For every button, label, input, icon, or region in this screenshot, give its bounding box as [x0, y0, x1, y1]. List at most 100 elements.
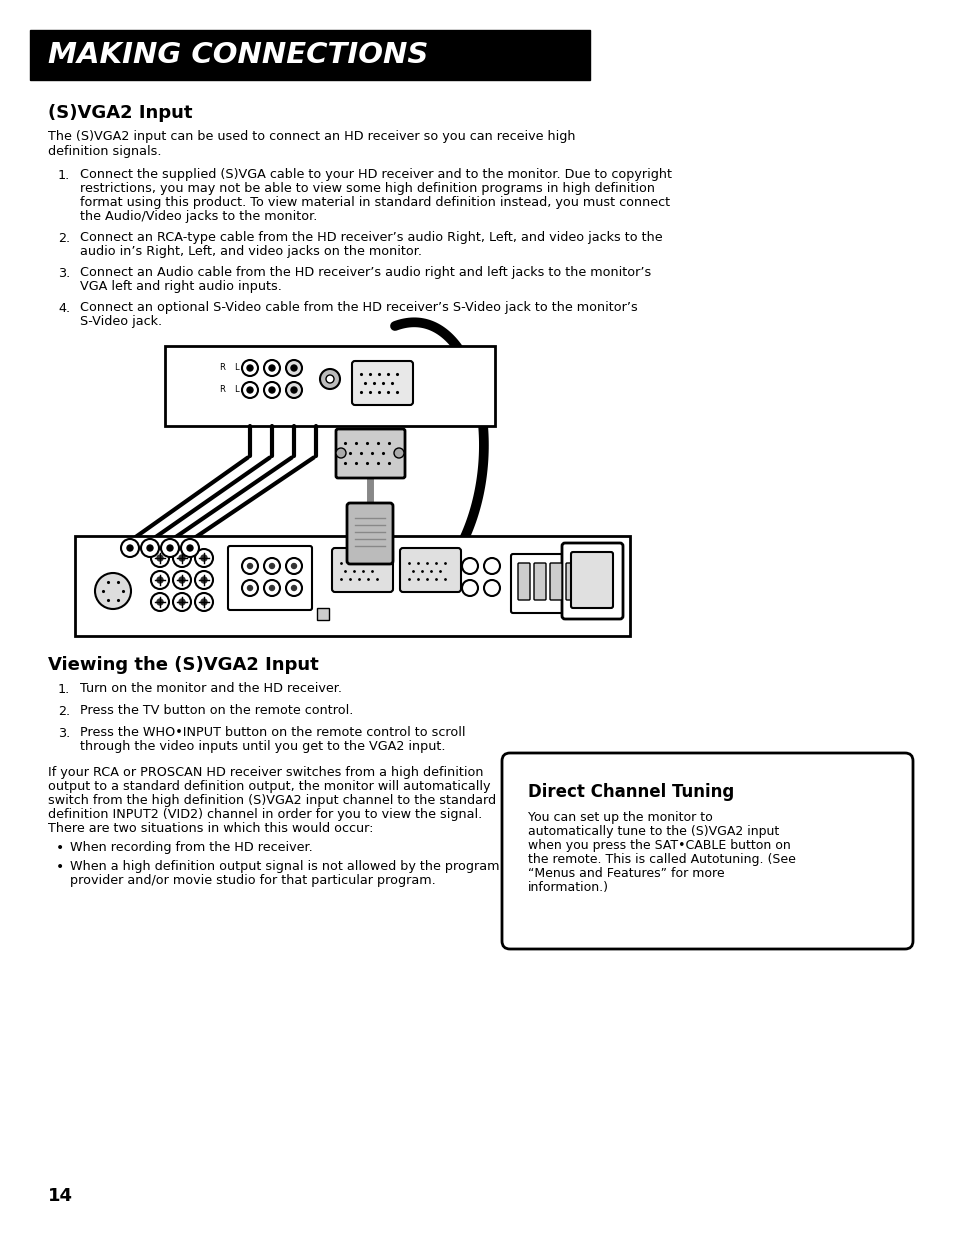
Circle shape — [286, 359, 302, 375]
Circle shape — [95, 573, 131, 609]
Circle shape — [461, 580, 477, 597]
Text: switch from the high definition (S)VGA2 input channel to the standard: switch from the high definition (S)VGA2 … — [48, 794, 496, 806]
FancyBboxPatch shape — [332, 548, 393, 592]
Circle shape — [242, 558, 257, 574]
Circle shape — [247, 585, 253, 590]
Text: 2.: 2. — [58, 705, 71, 718]
Text: MAKING CONNECTIONS: MAKING CONNECTIONS — [48, 41, 428, 69]
Text: “Menus and Features” for more: “Menus and Features” for more — [527, 867, 724, 881]
Text: 14: 14 — [48, 1187, 73, 1205]
Text: output to a standard definition output, the monitor will automatically: output to a standard definition output, … — [48, 781, 490, 793]
Text: Connect an optional S-Video cable from the HD receiver’s S-Video jack to the mon: Connect an optional S-Video cable from t… — [80, 301, 638, 314]
FancyBboxPatch shape — [399, 548, 460, 592]
FancyBboxPatch shape — [352, 361, 413, 405]
Circle shape — [201, 577, 207, 583]
Circle shape — [151, 593, 169, 611]
Circle shape — [167, 545, 172, 551]
Text: through the video inputs until you get to the VGA2 input.: through the video inputs until you get t… — [80, 740, 445, 753]
Circle shape — [319, 369, 339, 389]
Bar — [595, 566, 606, 594]
Circle shape — [269, 563, 274, 568]
Circle shape — [394, 448, 403, 458]
Circle shape — [264, 580, 280, 597]
Text: 4.: 4. — [58, 303, 71, 315]
Text: (S)VGA2 Input: (S)VGA2 Input — [48, 104, 193, 122]
Circle shape — [151, 571, 169, 589]
Text: •: • — [56, 860, 64, 874]
Circle shape — [242, 382, 257, 398]
Circle shape — [326, 375, 334, 383]
Bar — [30, 30, 589, 80]
FancyBboxPatch shape — [228, 546, 312, 610]
Circle shape — [264, 359, 280, 375]
Text: Direct Channel Tuning: Direct Channel Tuning — [527, 783, 734, 802]
Text: format using this product. To view material in standard definition instead, you : format using this product. To view mater… — [80, 196, 669, 209]
Circle shape — [264, 382, 280, 398]
Circle shape — [269, 585, 274, 590]
Circle shape — [461, 558, 477, 574]
Circle shape — [292, 585, 296, 590]
Circle shape — [194, 593, 213, 611]
Text: when you press the SAT•CABLE button on: when you press the SAT•CABLE button on — [527, 839, 790, 852]
Circle shape — [247, 366, 253, 370]
Text: R: R — [219, 385, 225, 394]
FancyBboxPatch shape — [501, 753, 912, 948]
FancyBboxPatch shape — [517, 563, 530, 600]
Text: definition INPUT2 (VID2) channel in order for you to view the signal.: definition INPUT2 (VID2) channel in orde… — [48, 808, 482, 821]
Circle shape — [157, 577, 163, 583]
Text: definition signals.: definition signals. — [48, 144, 161, 158]
Circle shape — [172, 593, 191, 611]
Circle shape — [201, 555, 207, 561]
Text: 2.: 2. — [58, 232, 71, 245]
Text: automatically tune to the (S)VGA2 input: automatically tune to the (S)VGA2 input — [527, 825, 779, 839]
FancyBboxPatch shape — [335, 429, 405, 478]
Text: The (S)VGA2 input can be used to connect an HD receiver so you can receive high: The (S)VGA2 input can be used to connect… — [48, 130, 575, 143]
Circle shape — [172, 550, 191, 567]
Circle shape — [179, 555, 185, 561]
Circle shape — [269, 366, 274, 370]
Circle shape — [291, 366, 296, 370]
Circle shape — [201, 599, 207, 605]
Text: provider and/or movie studio for that particular program.: provider and/or movie studio for that pa… — [70, 874, 436, 887]
Circle shape — [292, 563, 296, 568]
Circle shape — [194, 571, 213, 589]
Circle shape — [194, 550, 213, 567]
Circle shape — [286, 558, 302, 574]
Circle shape — [147, 545, 152, 551]
Text: R: R — [219, 363, 225, 373]
Circle shape — [161, 538, 179, 557]
Text: If your RCA or PROSCAN HD receiver switches from a high definition: If your RCA or PROSCAN HD receiver switc… — [48, 766, 483, 779]
Circle shape — [187, 545, 193, 551]
Text: There are two situations in which this would occur:: There are two situations in which this w… — [48, 823, 374, 835]
FancyBboxPatch shape — [565, 563, 578, 600]
Text: Press the TV button on the remote control.: Press the TV button on the remote contro… — [80, 704, 353, 718]
Circle shape — [179, 577, 185, 583]
Text: 1.: 1. — [58, 169, 71, 182]
Text: L: L — [233, 385, 238, 394]
FancyBboxPatch shape — [347, 503, 393, 564]
Text: the remote. This is called Autotuning. (See: the remote. This is called Autotuning. (… — [527, 853, 795, 866]
Bar — [75, 536, 629, 636]
Circle shape — [242, 359, 257, 375]
Circle shape — [157, 599, 163, 605]
Circle shape — [121, 538, 139, 557]
Circle shape — [127, 545, 132, 551]
Text: When a high definition output signal is not allowed by the program: When a high definition output signal is … — [70, 860, 499, 873]
FancyBboxPatch shape — [534, 563, 545, 600]
Circle shape — [264, 558, 280, 574]
Text: restrictions, you may not be able to view some high definition programs in high : restrictions, you may not be able to vie… — [80, 182, 655, 195]
Circle shape — [483, 580, 499, 597]
Text: Connect an RCA-type cable from the HD receiver’s audio Right, Left, and video ja: Connect an RCA-type cable from the HD re… — [80, 231, 662, 245]
Circle shape — [335, 448, 346, 458]
Circle shape — [286, 382, 302, 398]
Text: 1.: 1. — [58, 683, 71, 697]
Circle shape — [181, 538, 199, 557]
Text: the Audio/Video jacks to the monitor.: the Audio/Video jacks to the monitor. — [80, 210, 317, 224]
Text: Viewing the (S)VGA2 Input: Viewing the (S)VGA2 Input — [48, 656, 318, 674]
Text: 3.: 3. — [58, 727, 71, 740]
Text: Press the WHO•INPUT button on the remote control to scroll: Press the WHO•INPUT button on the remote… — [80, 726, 465, 739]
Circle shape — [291, 387, 296, 393]
Text: Connect the supplied (S)VGA cable to your HD receiver and to the monitor. Due to: Connect the supplied (S)VGA cable to you… — [80, 168, 671, 182]
Bar — [316, 608, 329, 620]
Text: information.): information.) — [527, 881, 608, 894]
